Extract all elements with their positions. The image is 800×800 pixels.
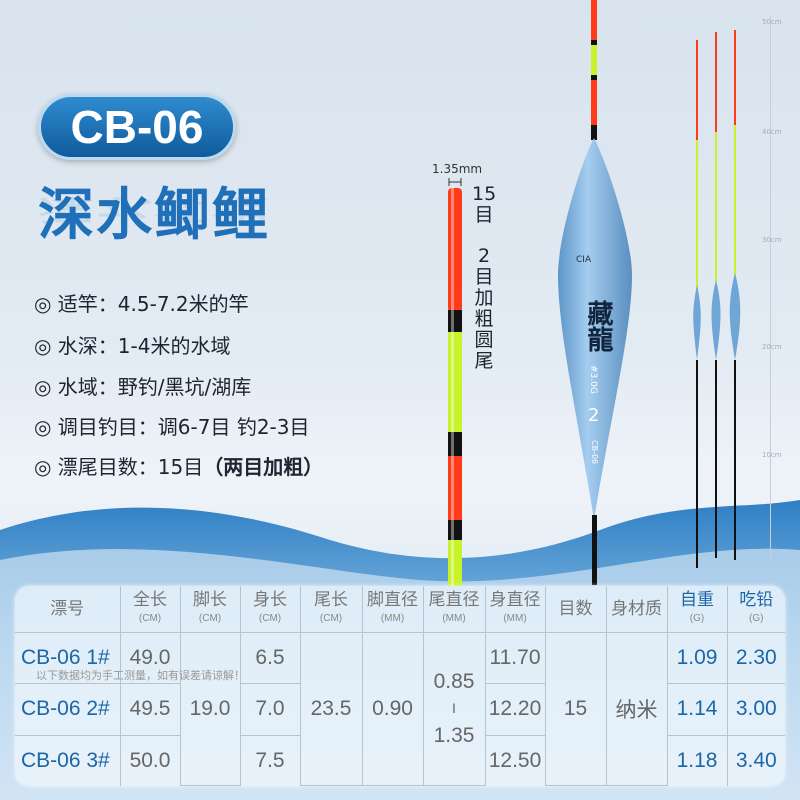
float-weight-text: #3.0G [588, 365, 598, 394]
row-total: 49.5 [119, 683, 181, 736]
ruler-label: 30cm [762, 236, 782, 244]
header-body-length: 身长 (CM) [239, 586, 301, 633]
tail-thick-label: 2目加粗圆尾 [474, 245, 494, 372]
tail-marks-label: 15目 [472, 183, 497, 226]
row-name: CB-06 2# [15, 683, 121, 736]
tail-diameter-label: 1.35mm [432, 162, 483, 176]
row-weight: 1.14 [666, 683, 728, 736]
row-weight: 1.09 [666, 631, 728, 684]
shared-material: 纳米 [605, 631, 668, 786]
table-row: CB-06 1# 49.0 19.0 6.5 23.5 0.90 0.85 I 1.… [15, 631, 785, 786]
ruler-line [770, 15, 771, 565]
float-size-lineup [693, 30, 741, 568]
shared-marks: 15 [544, 631, 607, 786]
header-material: 身材质 [605, 586, 668, 633]
ruler-label: 40cm [762, 128, 782, 136]
row-body-d: 12.50 [484, 734, 546, 786]
spec-depth: ◎ 水深：1-4米的水域 [34, 334, 231, 358]
header-total-length: 全长 (CM) [119, 586, 181, 633]
table-row: CB-06 3# 50.0 7.5 12.50 1.18 3.40 [15, 734, 785, 786]
row-lead: 3.00 [726, 683, 785, 736]
header-marks: 目数 [544, 586, 607, 633]
spec-tuning: ◎ 调目钓目：调6-7目 钓2-3目 [34, 415, 310, 439]
shared-foot: 19.0 [179, 631, 241, 786]
row-body: 7.5 [239, 734, 301, 786]
row-total: 50.0 [119, 734, 181, 786]
row-body-d: 12.20 [484, 683, 546, 736]
brand-logo: CIA [576, 255, 592, 265]
row-name: CB-06 3# [15, 734, 121, 786]
header-lead: 吃铅 (G) [726, 586, 785, 633]
table-header-row: 漂号 全长 (CM) 脚长 (CM) 身长 (CM) 尾长 (CM) 脚直径 (MM) 尾… [15, 586, 785, 633]
header-name: 漂号 [15, 586, 121, 633]
spec-table: 漂号 全长 (CM) 脚长 (CM) 身长 (CM) 尾长 (CM) 脚直径 (MM) 尾… [15, 586, 785, 786]
header-body-diameter: 身直径 (MM) [484, 586, 546, 633]
shared-tail: 23.5 [299, 631, 363, 786]
subtitle-reflection: 深水鲫鲤 [38, 193, 270, 226]
model-badge: CB-06 [38, 94, 236, 160]
product-subtitle: 深水鲫鲤 [38, 183, 270, 248]
ruler-label: 10cm [762, 451, 782, 459]
main-float [558, 0, 632, 585]
header-foot-length: 脚长 (CM) [179, 586, 241, 633]
row-weight: 1.18 [666, 734, 728, 786]
spec-rod: ◎ 适竿：4.5-7.2米的竿 [34, 292, 249, 316]
row-lead: 3.40 [726, 734, 785, 786]
float-brand-text: 藏龍 [583, 300, 613, 352]
ruler-label: 50cm [762, 18, 782, 26]
measurement-note: 以下数据均为手工测量，如有误差请谅解！ [36, 669, 245, 682]
tail-closeup [448, 178, 462, 586]
header-tail-diameter: 尾直径 (MM) [422, 586, 486, 633]
row-body-d: 11.70 [484, 631, 546, 684]
shared-tail-d: 0.85 I 1.35 [422, 631, 486, 786]
float-model-text: CB-06 [590, 440, 599, 465]
float-number-text: 2 [588, 405, 600, 426]
row-lead: 2.30 [726, 631, 785, 684]
header-foot-diameter: 脚直径 (MM) [361, 586, 424, 633]
shared-foot-d: 0.90 [361, 631, 424, 786]
header-tail-length: 尾长 (CM) [299, 586, 363, 633]
header-weight: 自重 (G) [666, 586, 728, 633]
ruler-label: 20cm [762, 343, 782, 351]
row-body: 6.5 [239, 631, 301, 684]
row-name: CB-06 1# [15, 631, 121, 684]
table-row: CB-06 2# 49.5 7.0 12.20 1.14 3.00 [15, 683, 785, 736]
spec-waters: ◎ 水域：野钓/黑坑/湖库 [34, 375, 252, 399]
row-body: 7.0 [239, 683, 301, 736]
spec-tail-marks: ◎ 漂尾目数：15目（两目加粗） [34, 455, 324, 479]
